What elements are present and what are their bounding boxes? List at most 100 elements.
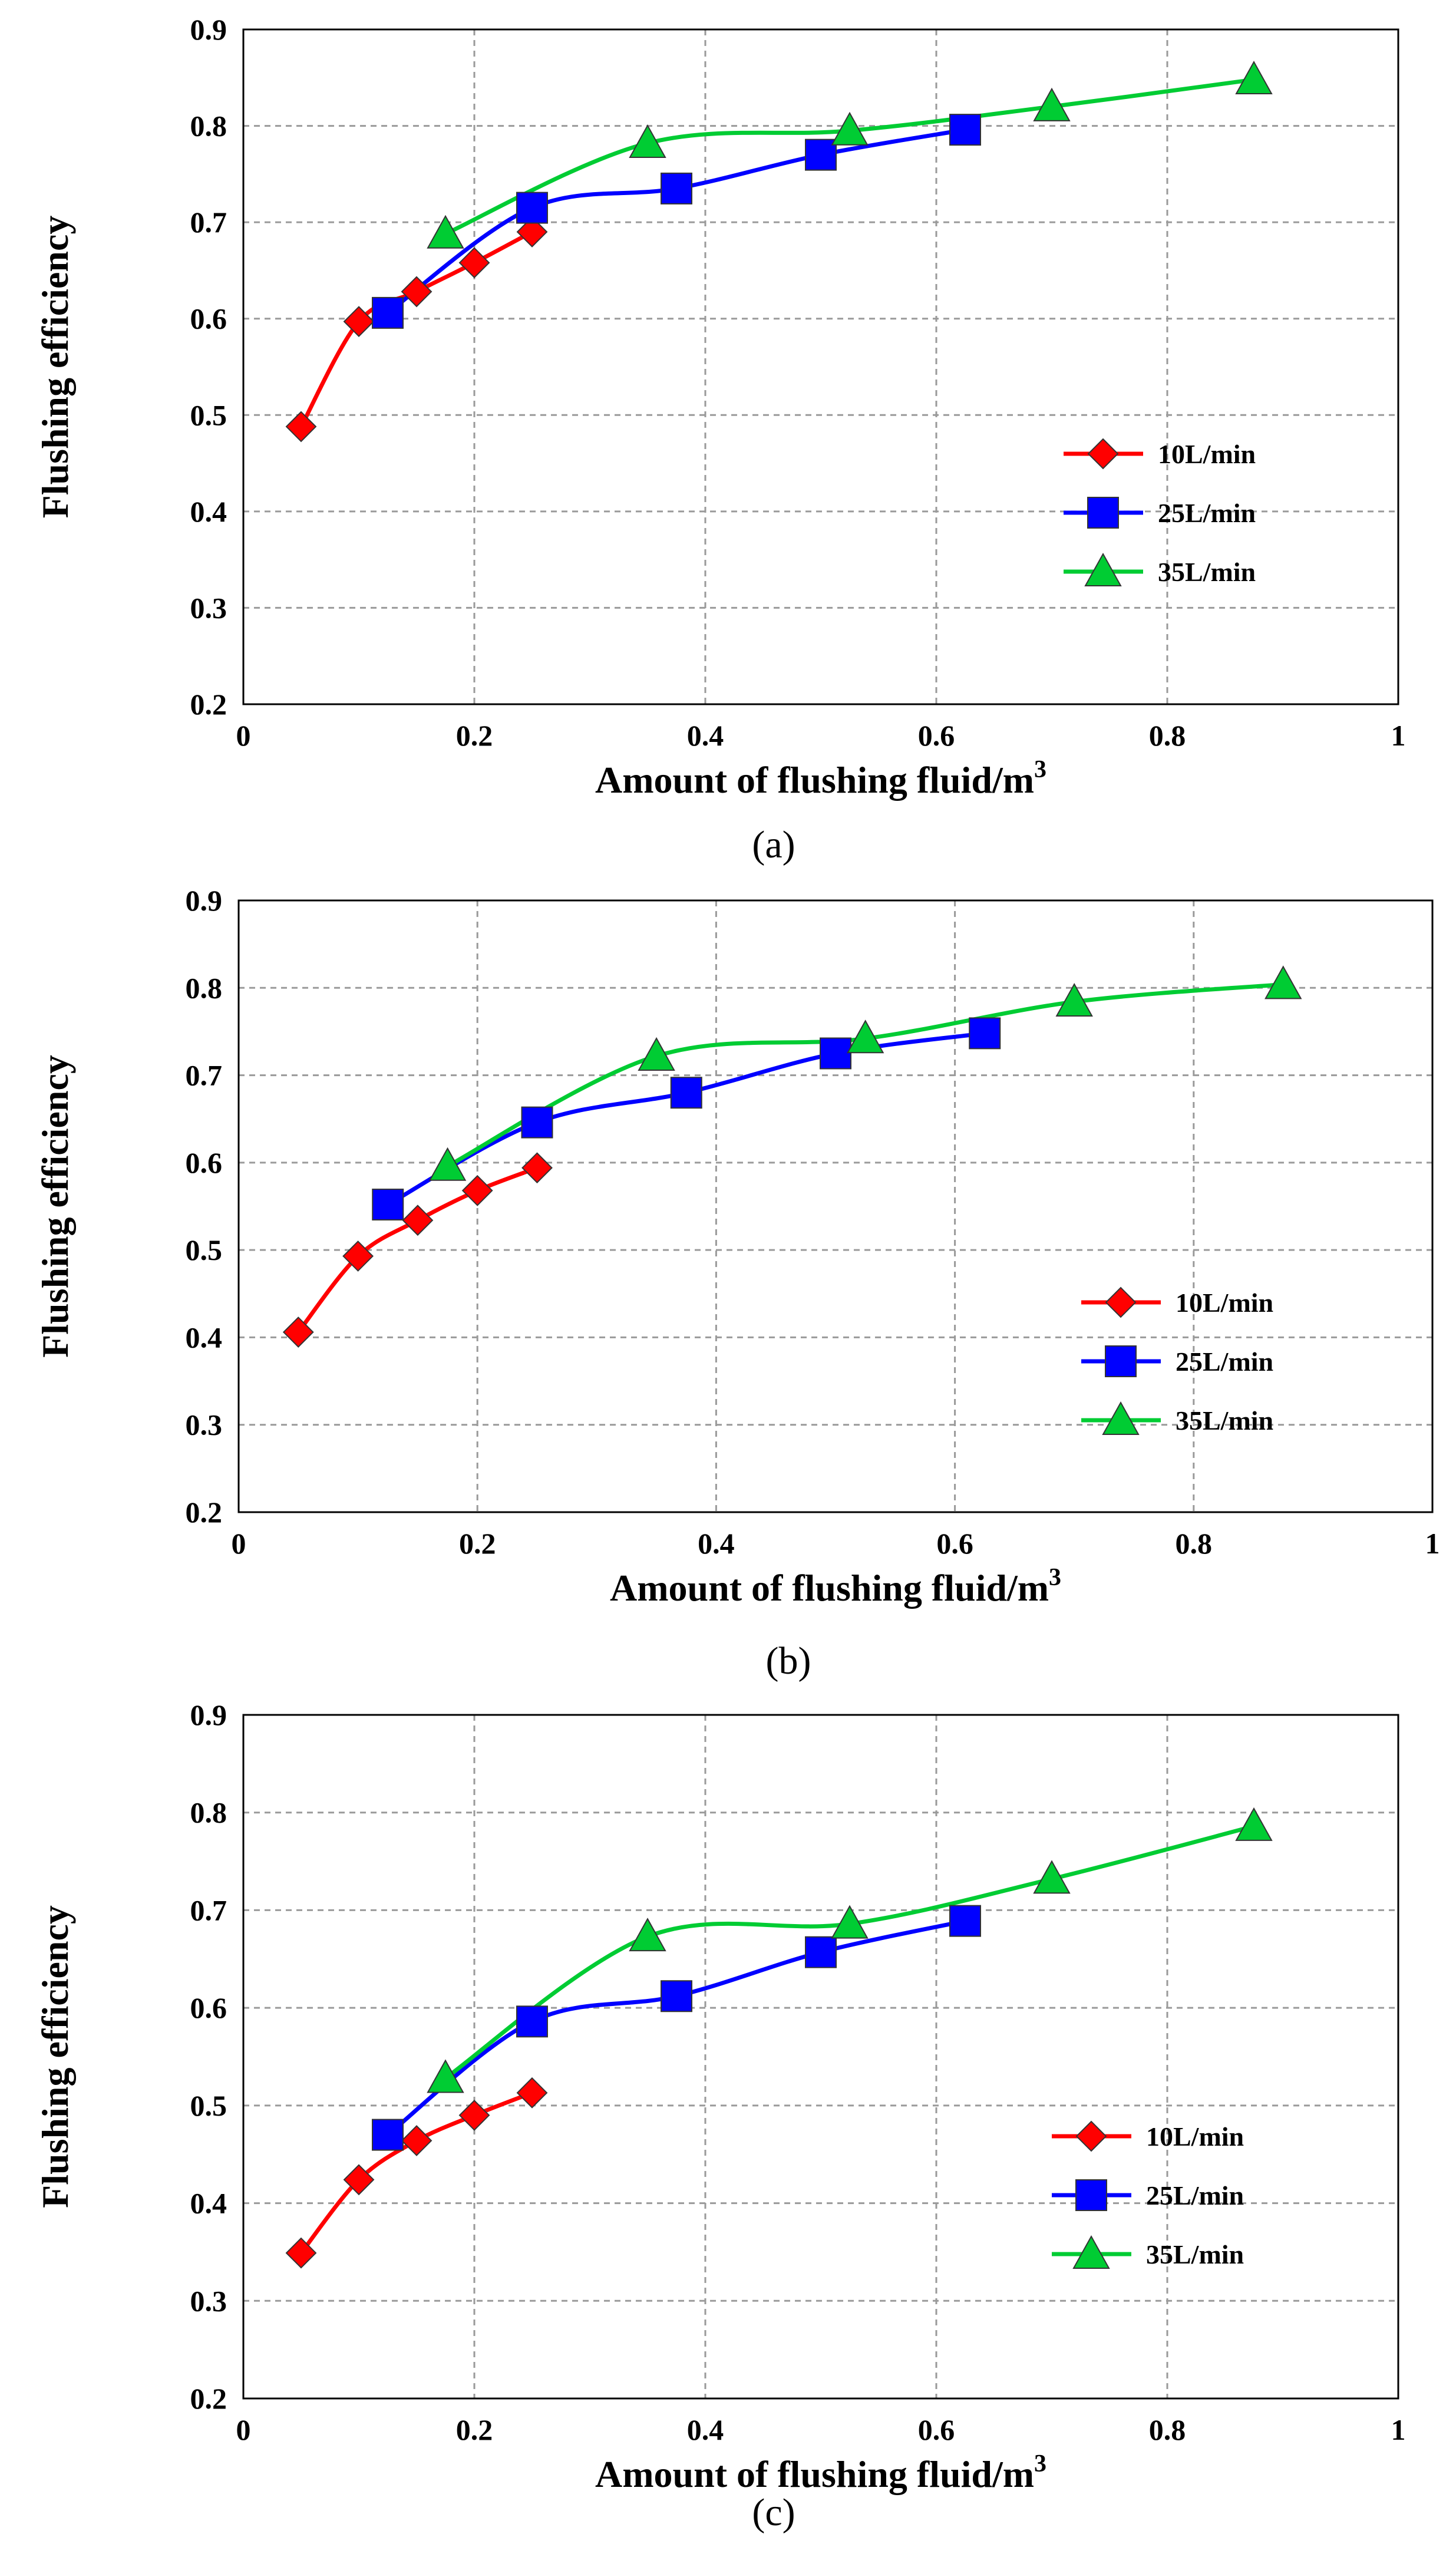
x-axis-title-text: Amount of flushing fluid/m — [610, 1567, 1049, 1609]
y-tick-label: 0.5 — [186, 1233, 223, 1266]
data-point — [282, 1317, 314, 1348]
y-tick-label: 0.7 — [186, 1059, 223, 1092]
data-point — [458, 247, 490, 279]
legend-label: 10L/min — [1158, 439, 1256, 469]
y-tick-label: 0.4 — [190, 2187, 227, 2220]
data-point — [805, 1936, 837, 1968]
y-axis-title: Flushing efficiency — [34, 1055, 76, 1358]
legend-label: 25L/min — [1176, 1347, 1273, 1377]
panel-label: (b) — [766, 1639, 811, 1682]
y-tick-label: 0.3 — [190, 2284, 227, 2317]
y-tick-label: 0.9 — [186, 884, 223, 917]
data-point — [372, 2119, 404, 2151]
y-tick-label: 0.7 — [190, 206, 227, 239]
chart-panel-3: 0 0.2 0.4 0.6 0.8 1 0.2 0.3 0.4 0.5 0.6 0.7 0.8 0.9 Am… — [34, 1698, 1406, 2534]
y-tick-label: 0.9 — [190, 13, 227, 46]
x-tick-label: 0.8 — [1149, 719, 1186, 752]
y-tick-label: 0.2 — [190, 2382, 227, 2415]
plot-frame — [242, 1714, 1399, 2400]
x-axis-title-superscript: 3 — [1034, 756, 1046, 783]
x-tick-label: 0 — [236, 719, 251, 752]
y-axis-title: Flushing efficiency — [34, 1905, 76, 2208]
data-point — [516, 216, 548, 248]
x-tick-label: 0.6 — [918, 2413, 955, 2446]
data-point — [831, 1905, 869, 1939]
x-tick-label: 0 — [236, 2413, 251, 2446]
data-point — [629, 1918, 666, 1952]
data-point — [1235, 60, 1273, 95]
x-axis-title-superscript: 3 — [1034, 2450, 1046, 2477]
data-point — [521, 1106, 553, 1139]
legend-label: 35L/min — [1146, 2239, 1244, 2269]
data-point — [1264, 965, 1302, 999]
legend-marker — [1087, 438, 1119, 470]
data-point — [372, 296, 404, 329]
y-tick-label: 0.6 — [186, 1146, 223, 1179]
x-axis-title: Amount of flushing fluid/m3 — [610, 1564, 1061, 1609]
x-tick-label: 1 — [1391, 719, 1406, 752]
series-line-10l-min — [299, 2090, 534, 2255]
data-point — [949, 1905, 981, 1937]
data-point — [516, 192, 548, 224]
legend-marker — [1075, 2120, 1107, 2152]
legend-marker — [1084, 552, 1122, 586]
legend-marker — [1105, 1286, 1137, 1318]
data-point — [428, 1147, 467, 1181]
chart-panel-2: 0 0.2 0.4 0.6 0.8 1 0.2 0.3 0.4 0.5 0.6 0.7 0.8 0.9 Am… — [34, 884, 1440, 1682]
data-point — [401, 2125, 432, 2156]
data-point — [1033, 87, 1071, 121]
data-point — [516, 2005, 548, 2038]
x-tick-label: 0.6 — [918, 719, 955, 752]
legend-label: 35L/min — [1158, 557, 1256, 587]
legend-marker — [1102, 1401, 1140, 1435]
x-tick-label: 0.2 — [456, 719, 493, 752]
y-tick-label: 0.3 — [186, 1408, 223, 1441]
data-point — [521, 1152, 553, 1184]
x-tick-label: 0.8 — [1176, 1527, 1213, 1560]
data-point — [949, 114, 981, 146]
data-point — [820, 1037, 851, 1070]
data-point — [805, 138, 837, 171]
data-point — [638, 1037, 675, 1071]
data-point — [343, 306, 375, 338]
x-tick-label: 0.4 — [698, 1527, 735, 1560]
y-tick-label: 0.6 — [190, 302, 227, 335]
legend-label: 35L/min — [1176, 1405, 1273, 1436]
data-point — [516, 2077, 548, 2109]
data-point — [427, 215, 464, 249]
y-tick-label: 0.2 — [186, 1496, 223, 1529]
panel-label: (c) — [752, 2491, 795, 2534]
y-tick-label: 0.5 — [190, 398, 227, 431]
x-tick-label: 0.8 — [1149, 2413, 1186, 2446]
x-axis-title: Amount of flushing fluid/m3 — [595, 2450, 1046, 2495]
x-axis-title-text: Amount of flushing fluid/m — [595, 759, 1034, 801]
y-tick-label: 0.7 — [190, 1893, 227, 1926]
x-tick-label: 0.6 — [936, 1527, 973, 1560]
y-tick-label: 0.9 — [190, 1698, 227, 1731]
plot-frame — [237, 899, 1434, 1513]
data-point — [661, 172, 692, 204]
y-tick-label: 0.6 — [190, 1991, 227, 2024]
plot-frame — [242, 28, 1399, 705]
legend-label: 25L/min — [1146, 2180, 1244, 2210]
data-point — [342, 1240, 374, 1272]
y-tick-label: 0.8 — [190, 110, 227, 143]
data-point — [1033, 1860, 1071, 1894]
y-tick-label: 0.8 — [190, 1796, 227, 1829]
x-tick-label: 0.4 — [687, 719, 724, 752]
legend-marker — [1075, 2179, 1107, 2211]
x-tick-label: 0.2 — [456, 2413, 493, 2446]
legend-marker — [1087, 497, 1119, 529]
data-point — [1055, 982, 1093, 1017]
data-point — [458, 2100, 490, 2131]
data-point — [831, 111, 869, 146]
x-axis-title-text: Amount of flushing fluid/m — [595, 2453, 1034, 2495]
data-point — [969, 1017, 1001, 1050]
x-tick-label: 0.4 — [687, 2413, 724, 2446]
data-point — [461, 1174, 493, 1206]
data-point — [661, 1980, 692, 2012]
chart-panel-1: 0 0.2 0.4 0.6 0.8 1 0.2 0.3 0.4 0.5 0.6 0.7 0.8 0.9 Am… — [34, 13, 1406, 866]
data-point — [402, 1205, 434, 1236]
data-point — [343, 2164, 375, 2196]
x-tick-label: 1 — [1425, 1527, 1440, 1560]
